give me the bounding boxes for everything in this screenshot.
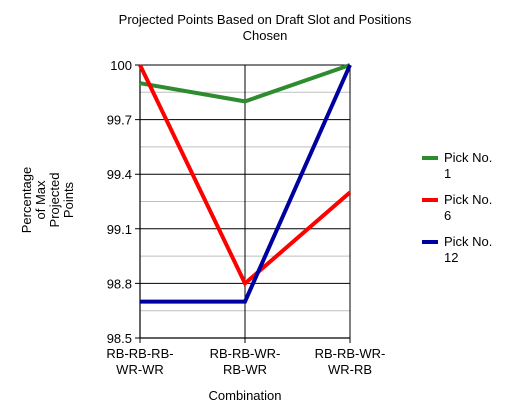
y-tick-label: 98.5 [107,331,132,346]
x-tick-label: RB-RB-WR- [210,346,281,361]
x-axis-label: Combination [209,388,282,403]
y-tick-label: 99.1 [107,222,132,237]
legend-item: Pick No.6 [422,192,492,223]
x-tick-label: WR-WR [116,362,164,377]
legend-label: Pick No. [444,150,492,165]
chart-title-line-1: Projected Points Based on Draft Slot and… [119,12,412,27]
x-tick-label: RB-RB-RB- [106,346,173,361]
chart-title: Projected Points Based on Draft Slot and… [119,12,412,43]
series-lines [138,63,352,304]
series-line-3 [140,64,352,304]
legend-label: 6 [444,208,451,223]
series-line-1 [139,63,351,104]
x-tick-label: WR-RB [328,362,372,377]
y-axis-label: Percentage of Max Projected Points [19,167,76,234]
y-tick-label: 99.4 [107,167,132,182]
legend-label: Pick No. [444,234,492,249]
legend-label: 1 [444,166,451,181]
y-tick-label: 100 [110,58,132,73]
x-tick-label: RB-RB-WR- [315,346,386,361]
y-axis-label-line: of Max [33,180,48,220]
legend-item: Pick No.12 [422,234,492,265]
y-axis-label-line: Projected [47,173,62,228]
y-tick-label: 98.8 [107,276,132,291]
legend-item: Pick No.1 [422,150,492,181]
x-tick-labels: RB-RB-RB-WR-WRRB-RB-WR-RB-WRRB-RB-WR-WR-… [106,346,385,377]
series-line-2 [138,64,352,287]
y-tick-label: 99.7 [107,113,132,128]
axes [139,65,350,339]
y-tick-labels: 98.5 98.8 99.1 99.4 99.7 100 [107,58,132,346]
y-axis-label-line: Points [61,181,76,218]
chart-title-line-2: Chosen [243,28,288,43]
y-axis-label-line: Percentage [19,167,34,234]
legend-label: Pick No. [444,192,492,207]
legend-label: 12 [444,250,458,265]
x-tick-label: RB-WR [223,362,267,377]
